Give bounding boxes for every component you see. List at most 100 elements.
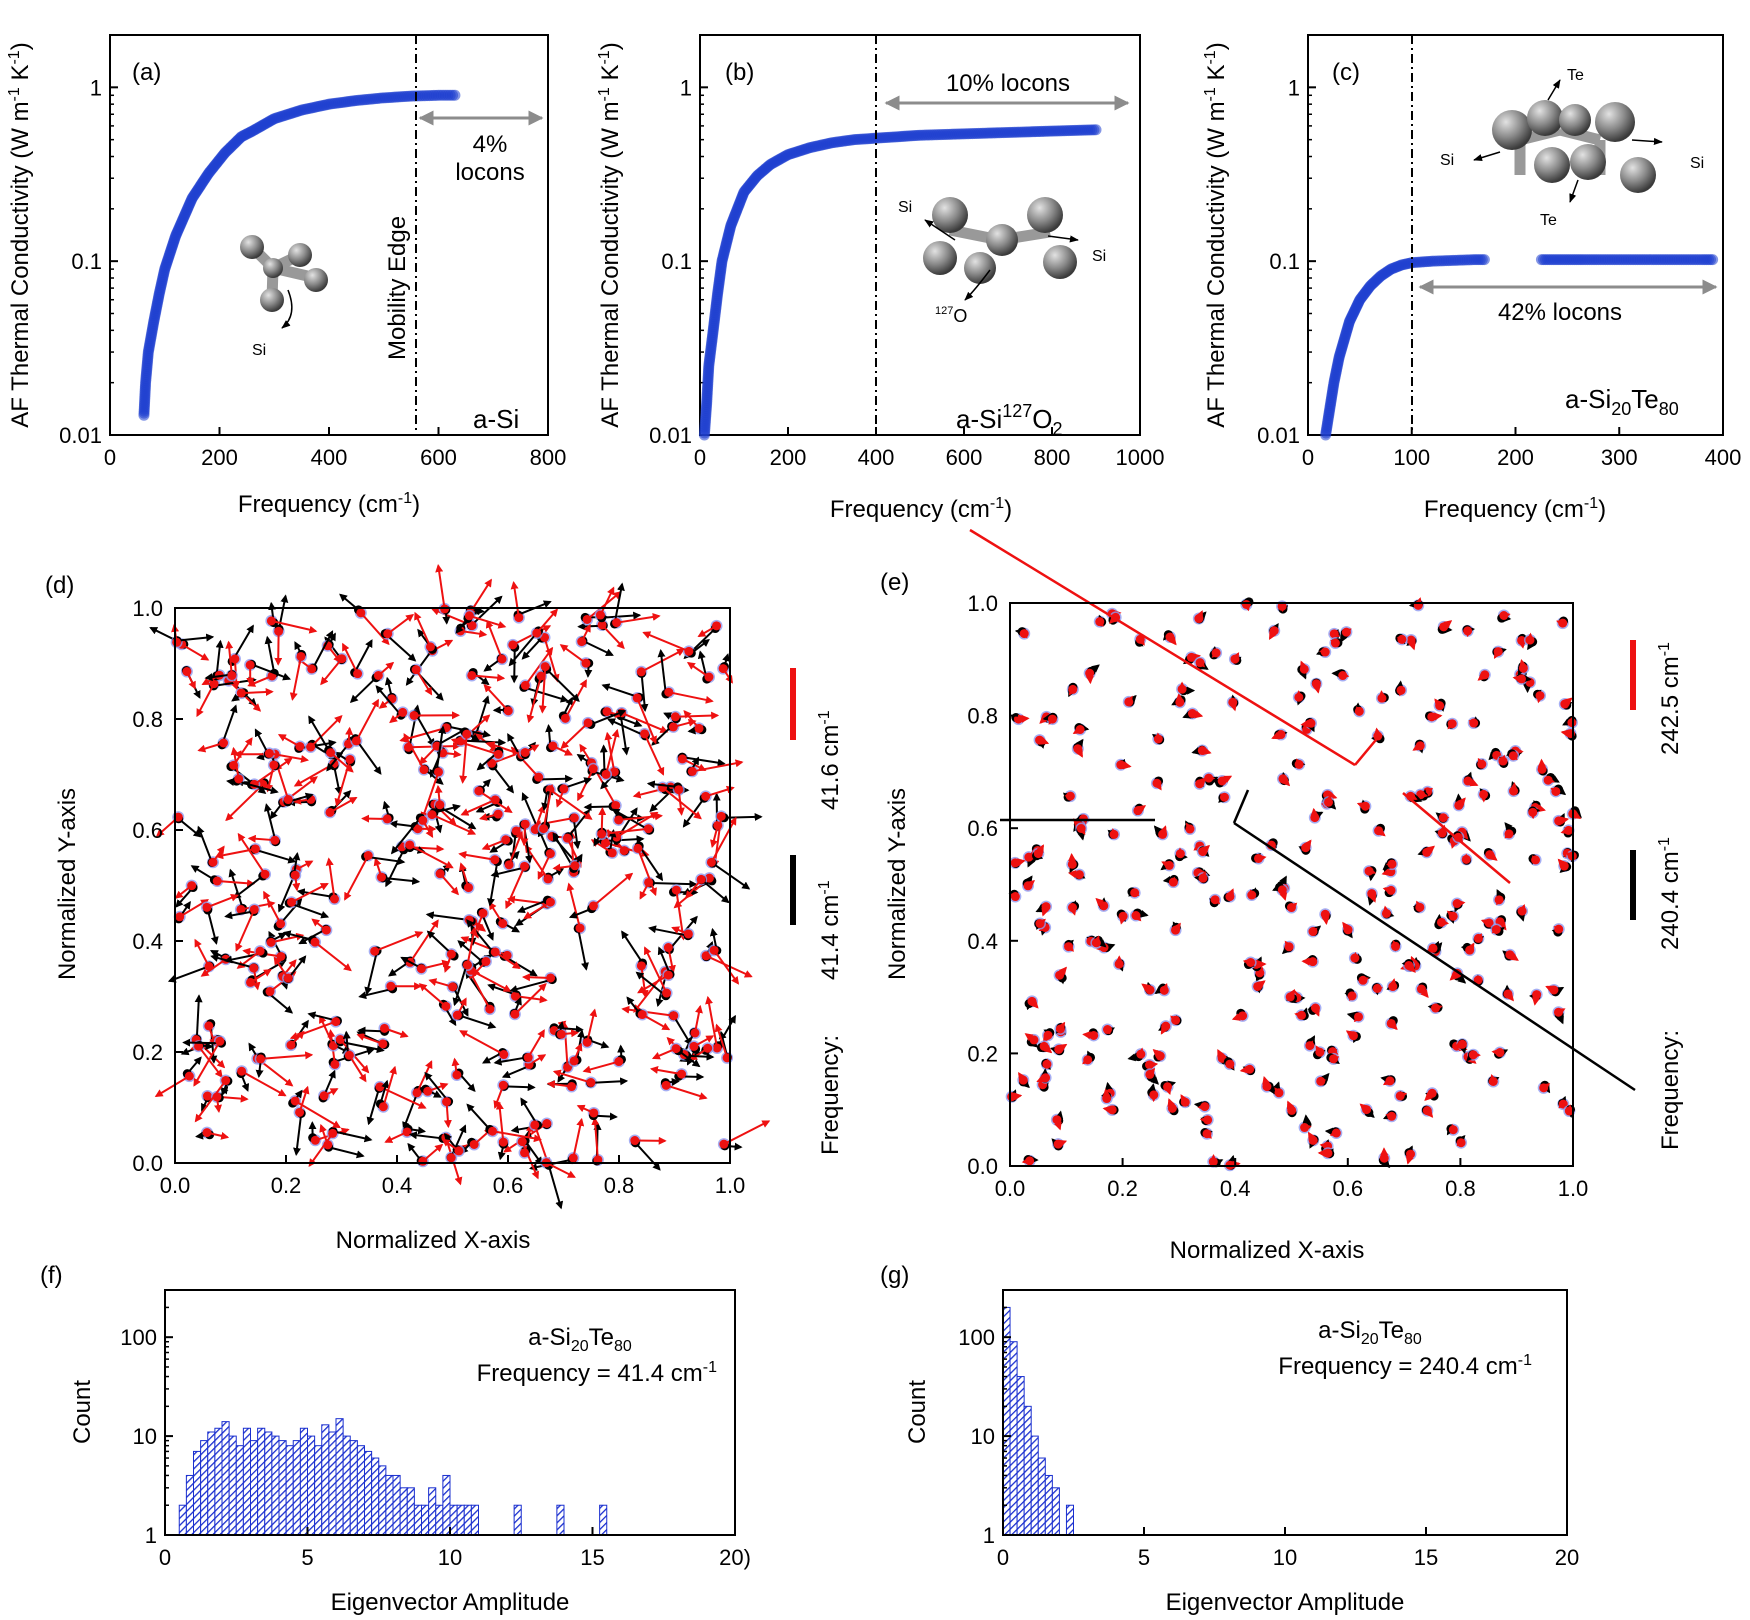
atom-marker-red <box>353 669 363 679</box>
atom-marker-red <box>511 826 521 836</box>
atom-marker-red <box>462 960 472 970</box>
atom-marker-red <box>1294 759 1304 769</box>
atom-marker-red <box>1537 764 1547 774</box>
eigenvector-arrow-red <box>409 919 439 963</box>
atom-marker-red <box>1358 975 1368 985</box>
atom-marker-red <box>490 947 500 957</box>
atom-marker-red <box>540 662 550 672</box>
histogram-bar <box>421 1504 430 1536</box>
atom-marker-red <box>1473 975 1483 985</box>
atom-marker-red <box>709 945 719 955</box>
kappa-point <box>449 89 461 101</box>
eigenvector-arrow-black <box>415 714 435 747</box>
atom-marker-red <box>548 741 558 751</box>
atom-marker-red <box>1488 1076 1498 1086</box>
histogram-bar <box>228 1435 237 1536</box>
atom-marker-red <box>1454 800 1464 810</box>
kappa-point <box>1707 254 1719 266</box>
histogram-bar <box>1065 1504 1074 1536</box>
eigenvector-arrow-black <box>293 1113 303 1156</box>
atom-marker-red <box>1041 1073 1051 1083</box>
eigenvector-arrow-black <box>228 868 244 909</box>
panel-c-plot-frame <box>1307 34 1724 436</box>
histogram-bar <box>392 1474 401 1536</box>
eigenvector-arrow-red <box>435 564 446 610</box>
x-tick-label: 1000 <box>1116 445 1165 470</box>
eigenvector-arrow-red <box>621 712 669 734</box>
atom-marker-red <box>671 885 681 895</box>
atom-marker-red <box>236 688 246 698</box>
eigenvector-arrow-black <box>590 1077 629 1086</box>
atom-marker-red <box>1362 1105 1372 1115</box>
atom-marker-red <box>684 646 694 656</box>
atom-marker-red <box>375 1082 385 1092</box>
y-tick-label: 0.2 <box>132 1040 163 1065</box>
eigenvector-arrow-black <box>221 704 238 746</box>
atom-marker-red <box>1310 813 1320 823</box>
atom-marker-red <box>1198 873 1208 883</box>
eigenvector-arrow-black <box>288 902 330 919</box>
atom-marker-red <box>1422 1106 1432 1116</box>
atom-marker-red <box>376 872 386 882</box>
atom-marker-red <box>614 815 624 825</box>
eigenvector-arrow-red <box>458 850 496 861</box>
atom-marker-red <box>501 835 511 845</box>
atom-marker-red <box>1367 889 1377 899</box>
panel-c-y-axis-title: AF Thermal Conductivity (W m-1 K-1) <box>1202 42 1230 427</box>
histogram-bar <box>470 1504 479 1536</box>
atom-marker-red <box>1308 957 1318 967</box>
panel-b-series <box>698 124 1102 441</box>
atom-marker-red <box>662 988 672 998</box>
atom-marker-red <box>1431 1003 1441 1013</box>
eigenvector-arrow-red <box>714 1023 729 1059</box>
x-tick-label: 0 <box>159 1545 171 1570</box>
atom-marker-red <box>481 957 491 967</box>
atom-marker-red <box>1033 849 1043 859</box>
atom-marker-red <box>370 946 380 956</box>
atom-marker-red <box>175 912 185 922</box>
eigenvector-arrow-red <box>577 768 595 802</box>
atom-marker-red <box>1054 1044 1064 1054</box>
eigenvector-arrow-black <box>657 649 667 695</box>
atom-marker-red <box>328 1128 338 1138</box>
atom-marker-red <box>1068 903 1078 913</box>
atom-marker-red <box>215 1036 225 1046</box>
y-tick-label: 0.0 <box>132 1151 163 1176</box>
panel-b-plot-frame <box>699 34 1141 436</box>
atom-marker-red <box>1118 911 1128 921</box>
eigenvector-arrow-red <box>206 894 239 909</box>
eigenvector-arrow-red <box>414 611 432 648</box>
histogram-bar <box>1016 1376 1025 1536</box>
atom-marker-red <box>1247 890 1257 900</box>
atom-marker-red <box>530 1120 540 1130</box>
panel-f-label: (f) <box>40 1262 63 1289</box>
atom-marker-red <box>1461 854 1471 864</box>
atom-marker-red <box>1085 668 1095 678</box>
atom-marker-red <box>212 876 222 886</box>
atom-marker-red <box>674 785 684 795</box>
atom-marker-red <box>325 807 335 817</box>
eigenvector-arrow-red <box>439 873 459 896</box>
eigenvector-arrow-black <box>197 825 213 863</box>
atom-marker-red <box>704 873 714 883</box>
panel-b-material: a-Si127O2 <box>956 401 1063 439</box>
atom-marker-red <box>1517 906 1527 916</box>
eigenvector-arrow-red <box>661 786 702 820</box>
panel-d-label: (d) <box>45 572 74 599</box>
eigenvector-arrow-black <box>521 637 543 660</box>
panel-g-x-axis-title: Eigenvector Amplitude <box>1166 1589 1405 1616</box>
atom-marker-red <box>1348 1031 1358 1041</box>
atom-marker-red <box>1564 1106 1574 1116</box>
eigenvector-arrow-red <box>225 640 234 676</box>
eigenvector-arrow-black <box>607 718 646 737</box>
atom-marker-red <box>412 1088 422 1098</box>
atom-marker-red <box>546 973 556 983</box>
atom-marker-red <box>1253 853 1263 863</box>
eigenvector-arrow-red <box>241 1070 287 1097</box>
eigenvector-arrow-black <box>264 635 276 674</box>
atom-marker-red <box>498 1080 508 1090</box>
localized-arrow-black <box>1232 789 1250 824</box>
eigenvector-arrow-black <box>638 845 664 882</box>
eigenvector-arrow-red <box>642 631 690 653</box>
eigenvector-arrow-black <box>408 1131 444 1140</box>
